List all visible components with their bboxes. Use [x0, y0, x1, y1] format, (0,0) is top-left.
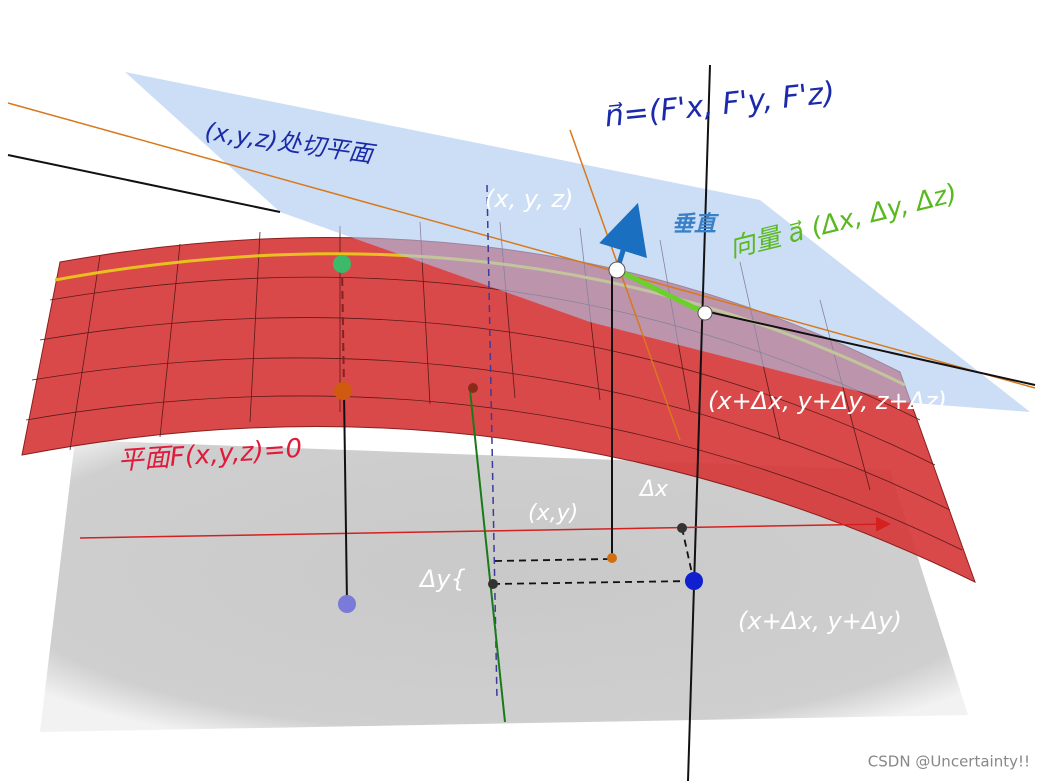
point	[338, 595, 356, 613]
point	[608, 261, 626, 279]
projection-delta-label: (x+Δx, y+Δy)	[738, 607, 902, 635]
normal-vector-label: n⃗=(F'x, F'y, F'z)	[603, 75, 837, 134]
axis-line	[7, 154, 281, 213]
point	[333, 255, 351, 273]
delta-x-label: Δx	[638, 477, 669, 502]
tangent-plane	[125, 72, 1030, 412]
point	[607, 553, 617, 563]
dashed-drop	[341, 264, 345, 391]
point	[468, 383, 478, 393]
point-delta-label: (x+Δx, y+Δy, z+Δz)	[708, 387, 947, 415]
projection-label: (x,y)	[528, 501, 578, 526]
point	[677, 523, 687, 533]
point	[334, 382, 352, 400]
point	[685, 572, 703, 590]
axis-line	[699, 309, 1036, 386]
vector-a	[615, 267, 707, 316]
perpendicular-label: 垂直	[672, 212, 720, 237]
tangent-line	[7, 102, 1036, 389]
delta-y-label: Δy{	[418, 565, 466, 593]
point-label: (x, y, z)	[485, 185, 573, 213]
floor-plane	[40, 440, 968, 732]
y-axis	[469, 389, 506, 723]
point	[488, 579, 498, 589]
normal-line	[569, 129, 681, 441]
drop-line	[343, 391, 348, 604]
watermark: CSDN @Uncertainty!!	[868, 753, 1030, 771]
vertical-line	[687, 64, 711, 781]
projection-lines	[492, 527, 694, 585]
point	[697, 305, 713, 321]
z-axis	[486, 184, 498, 701]
